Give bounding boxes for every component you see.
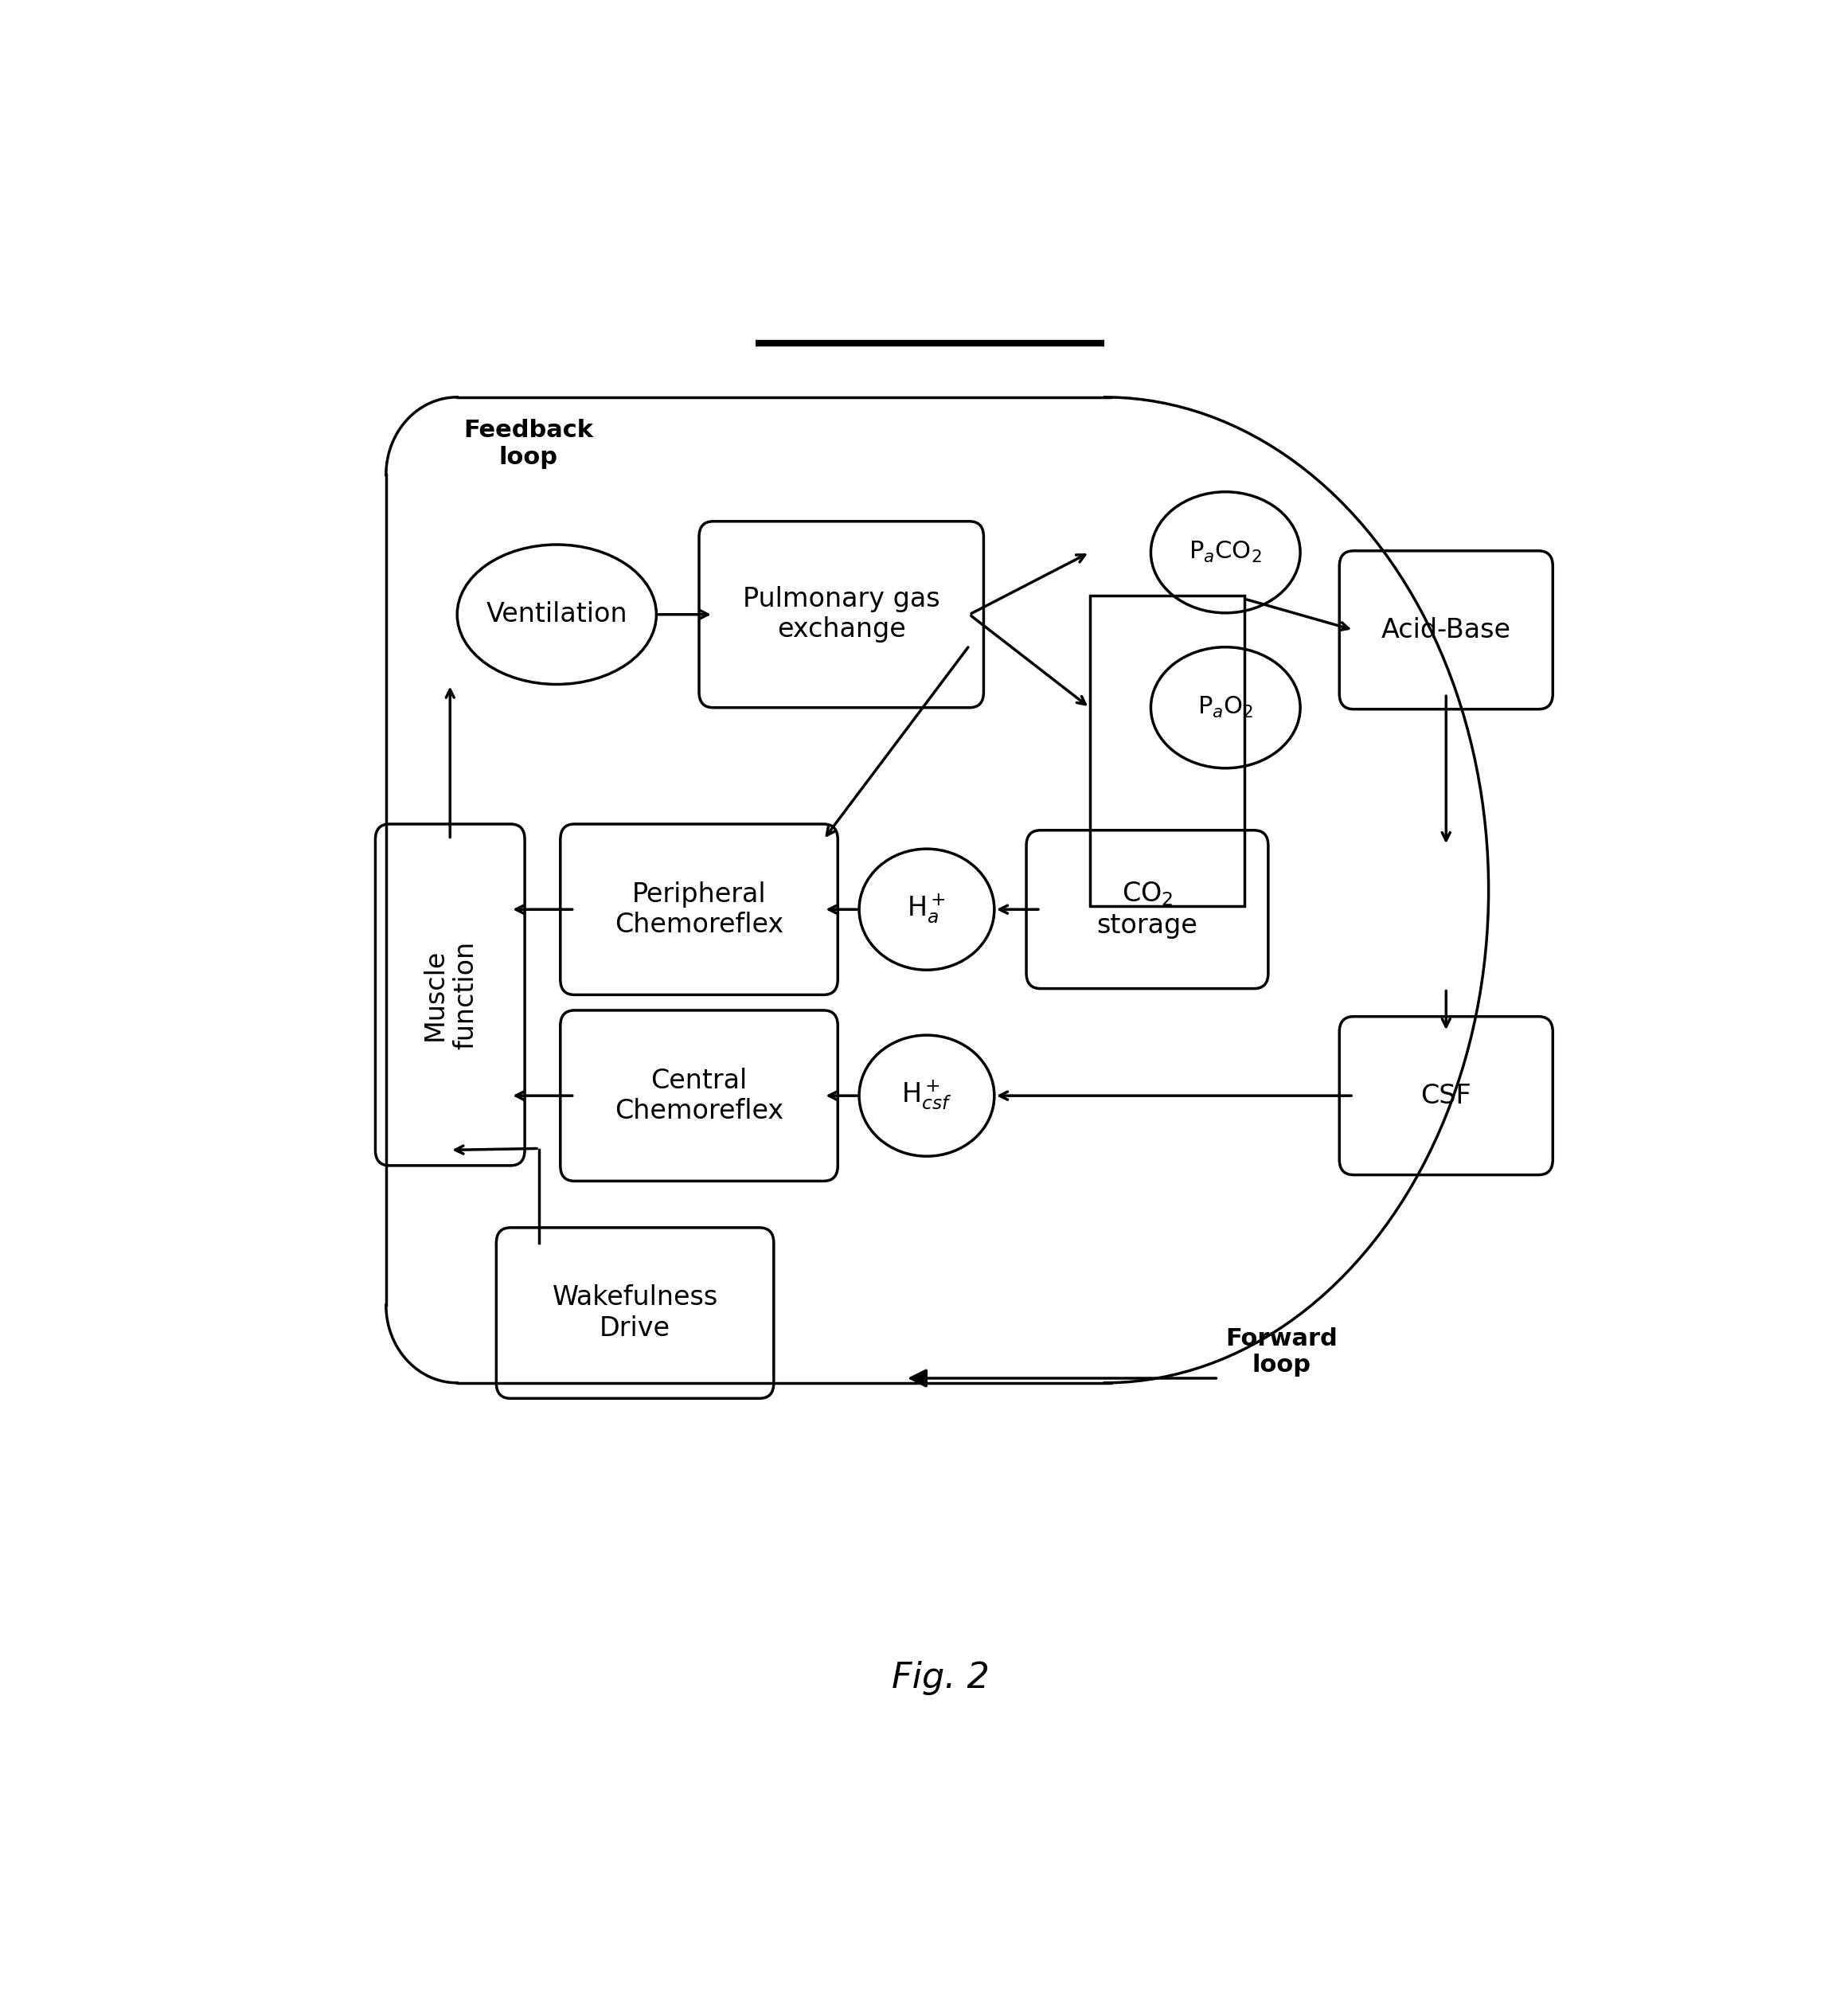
Text: CSF: CSF [1421,1083,1471,1109]
Text: Muscle
function: Muscle function [422,941,479,1048]
Text: H$^+_{csf}$: H$^+_{csf}$ [901,1079,953,1113]
Text: Wakefulness
Drive: Wakefulness Drive [553,1284,718,1341]
Text: Pulmonary gas
exchange: Pulmonary gas exchange [744,587,940,643]
Bar [1089,597,1245,907]
Text: Feedback
loop: Feedback loop [463,419,593,468]
Text: Ventilation: Ventilation [487,601,628,627]
Text: Peripheral
Chemoreflex: Peripheral Chemoreflex [615,881,784,937]
Text: H$^+_a$: H$^+_a$ [907,893,946,925]
Text: P$_a$O$_2$: P$_a$O$_2$ [1197,696,1254,720]
Text: Forward
loop: Forward loop [1225,1327,1338,1377]
Text: P$_a$CO$_2$: P$_a$CO$_2$ [1190,540,1261,564]
Text: Acid-Base: Acid-Base [1381,617,1511,643]
Text: CO$_2$
storage: CO$_2$ storage [1096,881,1197,937]
Text: Central
Chemoreflex: Central Chemoreflex [615,1066,784,1125]
Text: Fig. 2: Fig. 2 [892,1661,990,1695]
